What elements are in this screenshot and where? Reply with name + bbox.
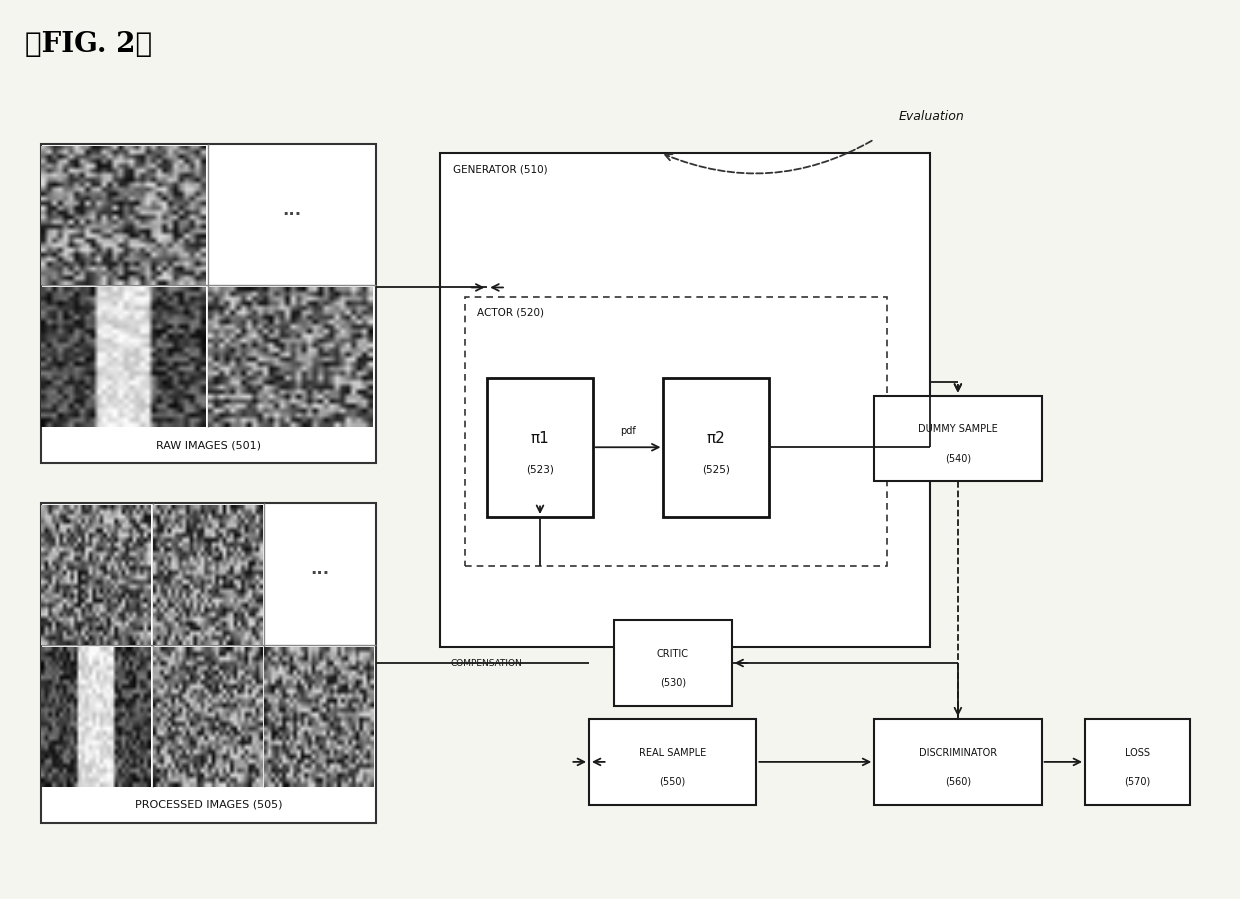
Text: GENERATOR (510): GENERATOR (510) (453, 164, 547, 174)
Text: REAL SAMPLE: REAL SAMPLE (639, 748, 707, 758)
Text: π1: π1 (531, 431, 549, 446)
FancyBboxPatch shape (1085, 719, 1190, 805)
Text: (523): (523) (526, 465, 554, 475)
Text: (525): (525) (702, 465, 730, 475)
Text: PROCESSED IMAGES (505): PROCESSED IMAGES (505) (135, 799, 281, 810)
Text: DISCRIMINATOR: DISCRIMINATOR (919, 748, 997, 758)
Text: (540): (540) (945, 453, 971, 463)
Text: (530): (530) (660, 678, 686, 688)
FancyBboxPatch shape (663, 378, 769, 517)
Text: (550): (550) (660, 777, 686, 787)
Text: (570): (570) (1125, 777, 1151, 787)
Text: RAW IMAGES (501): RAW IMAGES (501) (156, 440, 260, 450)
FancyBboxPatch shape (874, 396, 1042, 481)
Text: ···: ··· (283, 206, 301, 224)
FancyBboxPatch shape (41, 503, 376, 823)
Text: COMPENSATION: COMPENSATION (450, 658, 522, 668)
Text: CRITIC: CRITIC (657, 649, 688, 659)
Text: pdf: pdf (620, 426, 636, 436)
Text: DUMMY SAMPLE: DUMMY SAMPLE (918, 424, 998, 434)
FancyBboxPatch shape (440, 153, 930, 647)
Text: (560): (560) (945, 777, 971, 787)
Text: π2: π2 (707, 431, 725, 446)
FancyBboxPatch shape (465, 297, 887, 566)
Text: Evaluation: Evaluation (899, 111, 965, 123)
FancyBboxPatch shape (487, 378, 593, 517)
FancyBboxPatch shape (589, 719, 756, 805)
Text: 【FIG. 2】: 【FIG. 2】 (25, 31, 153, 58)
Text: ACTOR (520): ACTOR (520) (477, 307, 544, 318)
FancyBboxPatch shape (874, 719, 1042, 805)
FancyBboxPatch shape (614, 620, 732, 706)
Text: LOSS: LOSS (1125, 748, 1151, 758)
Text: ···: ··· (310, 565, 330, 583)
FancyBboxPatch shape (41, 144, 376, 463)
